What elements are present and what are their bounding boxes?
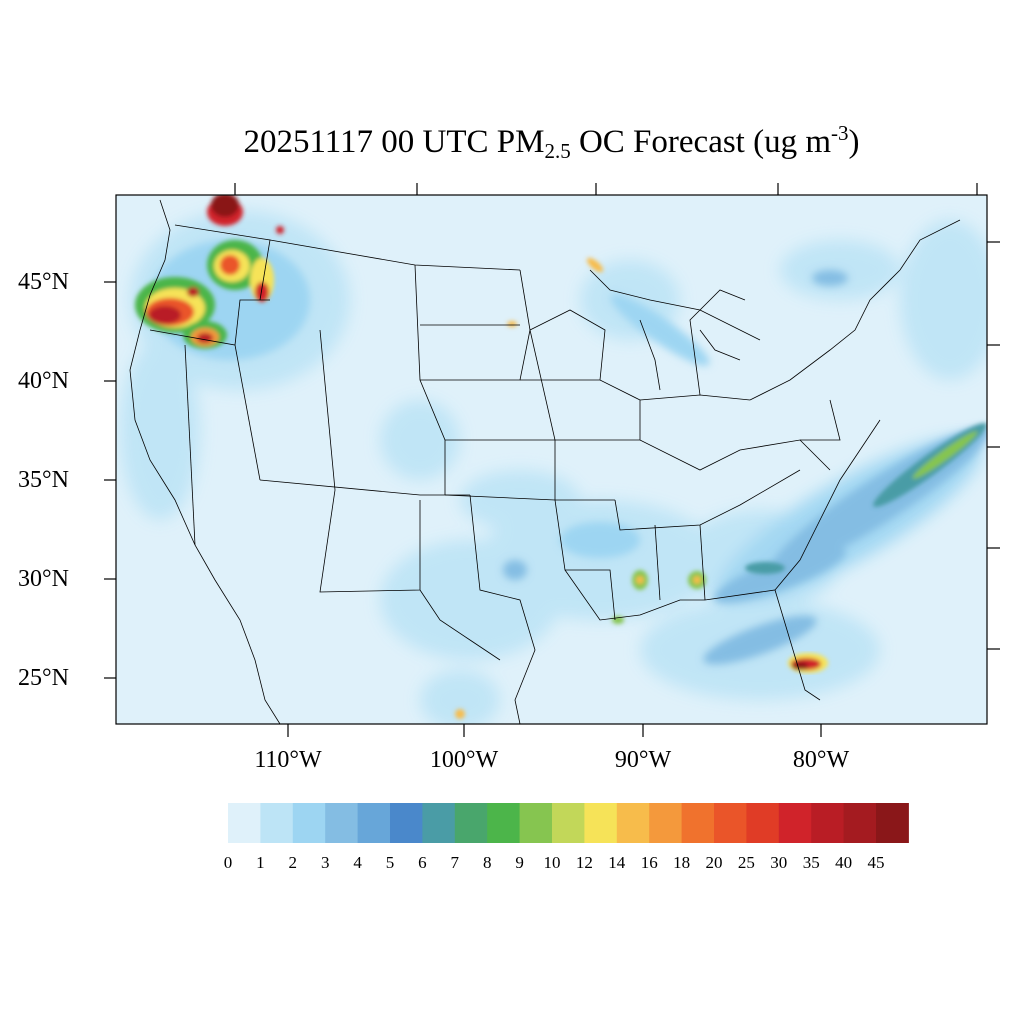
lat-label-25: 25°N — [18, 665, 69, 691]
colorbar-tick-label: 20 — [705, 853, 723, 872]
colorbar-tick-label: 0 — [223, 853, 233, 872]
colorbar-tick-label: 6 — [418, 853, 427, 872]
colorbar-tick-label: 25 — [737, 853, 755, 872]
colorbar-tick-label: 10 — [543, 853, 561, 872]
title-text: 20251117 00 UTC PM — [243, 124, 545, 160]
colorbar-tick-label: 16 — [640, 853, 658, 872]
map-title: 20251117 00 UTC PM2.5 OC Forecast (ug m-… — [0, 122, 1024, 162]
lon-label-80: 80°W — [792, 747, 850, 773]
state-borders — [129, 199, 961, 724]
lon-label-110: 110°W — [254, 747, 322, 773]
title-subscript: 2.5 — [544, 139, 571, 163]
colorbar-tick-label: 3 — [320, 853, 330, 872]
colorbar-tick-label: 45 — [867, 853, 885, 872]
title-suffix: ) — [848, 124, 860, 160]
colorbar-tick-label: 35 — [802, 853, 820, 872]
map-frame — [115, 194, 988, 725]
lon-label-100: 100°W — [429, 747, 499, 773]
pm25-field — [120, 195, 987, 724]
lat-label-45: 45°N — [18, 269, 69, 295]
colorbar-tick-label: 5 — [385, 853, 395, 872]
axis-ticks — [104, 183, 1000, 737]
title-superscript: -3 — [831, 121, 849, 145]
colorbar-tick-label: 4 — [353, 853, 362, 872]
lat-label-40: 40°N — [18, 368, 69, 394]
colorbar-tick-label: 2 — [288, 853, 298, 872]
lat-label-30: 30°N — [18, 566, 69, 592]
colorbar-tick-label: 1 — [256, 853, 265, 872]
lon-label-90: 90°W — [614, 747, 672, 773]
title-units: OC Forecast (ug m — [570, 124, 832, 160]
colorbar-tick-label: 18 — [673, 853, 691, 872]
colorbar-tick-label: 40 — [835, 853, 853, 872]
colorbar-tick-label: 14 — [608, 853, 626, 872]
colorbar-tick-label: 7 — [450, 853, 460, 872]
lat-label-35: 35°N — [18, 467, 69, 493]
colorbar-tick-label: 30 — [770, 853, 788, 872]
colorbar-tick-label: 9 — [515, 853, 524, 872]
colorbar-tick-label: 8 — [482, 853, 492, 872]
colorbar-tick-label: 12 — [575, 853, 593, 872]
